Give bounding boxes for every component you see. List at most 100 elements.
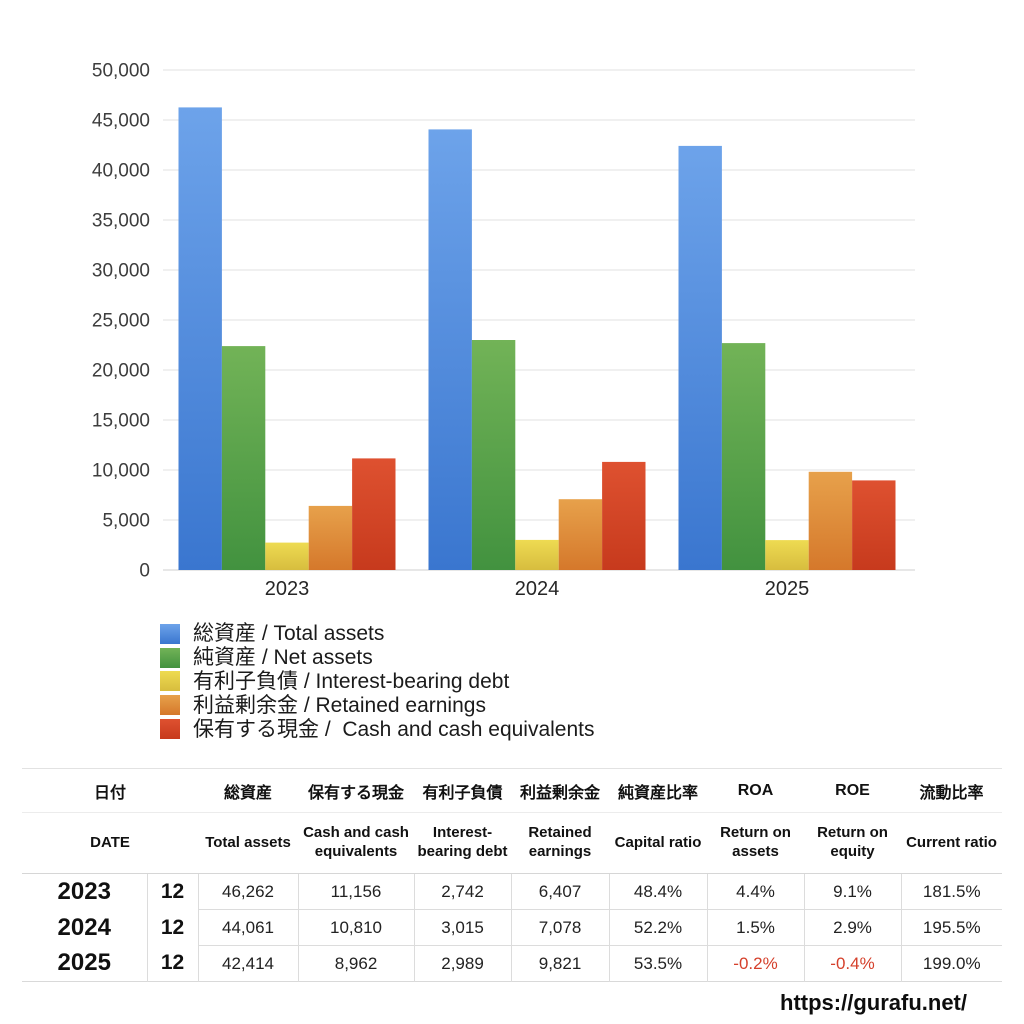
header-row-ja: 日付 総資産 保有する現金 有利子負債 利益剰余金 純資産比率 ROA ROE 流動比率	[22, 768, 1003, 813]
y-axis-tick-label: 45,000	[92, 111, 150, 132]
cell-retained: 6,407	[510, 873, 610, 910]
col-header-total-assets-en: Total assets	[198, 812, 299, 874]
cell-capital-ratio: 53.5%	[608, 945, 708, 982]
cell-total-assets: 46,262	[197, 873, 299, 910]
legend-swatch-retained-earnings	[160, 695, 180, 716]
cell-current-ratio: 199.0%	[900, 945, 1003, 982]
cell-month: 12	[146, 909, 199, 946]
legend-swatch-total-assets	[160, 623, 180, 644]
cell-debt: 3,015	[413, 909, 512, 946]
bar-interest-bearing-debt-2025	[765, 540, 809, 570]
header-row-en: DATE Total assets Cash and cash equivalent…	[22, 812, 1003, 874]
bar-total-assets-2023	[178, 107, 222, 571]
legend-item-net-assets: 純資産 / Net assets	[160, 646, 595, 670]
cell-total-assets: 44,061	[197, 909, 299, 946]
col-header-capital-ratio-en: Capital ratio	[609, 812, 708, 874]
col-header-total-assets-ja: 総資産	[198, 768, 299, 813]
cell-month: 12	[146, 873, 199, 910]
col-header-current-ratio-ja: 流動比率	[901, 768, 1003, 813]
cell-roa: 4.4%	[706, 873, 805, 910]
y-axis-tick-label: 0	[139, 561, 150, 582]
cell-month: 12	[146, 945, 199, 982]
legend-item-cash: 保有する現金 / Cash and cash equivalents	[160, 717, 595, 741]
cell-current-ratio: 195.5%	[900, 909, 1003, 946]
bar-net-assets-2023	[221, 346, 266, 570]
col-header-roe-ja: ROE	[804, 768, 902, 813]
cell-cash: 8,962	[297, 945, 415, 982]
legend-label-total-assets: 総資産 / Total assets	[193, 622, 385, 646]
bar-net-assets-2025	[721, 343, 766, 570]
cell-capital-ratio: 52.2%	[608, 909, 708, 946]
col-header-roa-en: Return on assets	[707, 812, 805, 874]
cell-year: 2025	[57, 949, 111, 977]
cell-roe: 9.1%	[803, 873, 902, 910]
y-axis-tick-label: 5,000	[102, 511, 150, 532]
x-axis-label-2025: 2025	[765, 578, 810, 600]
col-header-roe-en: Return on equity	[804, 812, 902, 874]
cell-year: 2024	[57, 913, 111, 941]
legend-item-total-assets: 総資産 / Total assets	[160, 622, 595, 646]
col-header-roa-ja: ROA	[707, 768, 805, 813]
cell-current-ratio: 181.5%	[900, 873, 1003, 910]
legend-label-cash: 保有する現金 / Cash and cash equivalents	[193, 717, 595, 741]
bar-interest-bearing-debt-2023	[265, 542, 309, 570]
bar-interest-bearing-debt-2024	[515, 539, 559, 570]
cell-retained: 7,078	[510, 909, 610, 946]
y-axis-tick-label: 25,000	[92, 311, 150, 332]
legend-item-interest-bearing-debt: 有利子負債 / Interest-bearing debt	[160, 670, 595, 694]
col-header-current-ratio-en: Current ratio	[901, 812, 1003, 874]
bar-cash-2024	[602, 461, 646, 570]
cell-roa: -0.2%	[706, 945, 805, 982]
chart-legend: 総資産 / Total assets 純資産 / Net assets 有利子負債 …	[160, 622, 595, 741]
cell-debt: 2,742	[413, 873, 512, 910]
legend-label-net-assets: 純資産 / Net assets	[193, 646, 373, 670]
legend-swatch-cash	[160, 719, 180, 740]
bar-total-assets-2024	[428, 129, 472, 570]
cell-cash: 10,810	[297, 909, 415, 946]
x-axis-label-2024: 2024	[515, 578, 560, 600]
col-header-debt-ja: 有利子負債	[414, 768, 512, 813]
col-header-date-en: DATE	[22, 812, 199, 874]
cell-retained: 9,821	[510, 945, 610, 982]
x-axis-label-2023: 2023	[265, 578, 310, 600]
col-header-debt-en: Interest-bearing debt	[414, 812, 512, 874]
col-header-date-ja: 日付	[22, 768, 199, 813]
legend-item-retained-earnings: 利益剰余金 / Retained earnings	[160, 693, 595, 717]
y-axis-tick-label: 15,000	[92, 411, 150, 432]
bar-chart: 0 5,000 10,000 15,000 20,000 25,000 30,000 35,0…	[92, 61, 915, 600]
y-axis-tick-label: 10,000	[92, 461, 150, 482]
bar-cash-2025	[852, 480, 896, 570]
y-axis-tick-label: 30,000	[92, 261, 150, 282]
cell-roa: 1.5%	[706, 909, 805, 946]
cell-cash: 11,156	[297, 873, 415, 910]
table-row-2023: 2023 12 46,262 11,156 2,742 6,407 48.4% 4.4% 9.1…	[22, 873, 1003, 910]
bar-total-assets-2025	[678, 145, 722, 570]
bar-cash-2023	[352, 458, 396, 570]
table-row-2025: 2025 12 42,414 8,962 2,989 9,821 53.5% -0.2% -0.…	[22, 945, 1003, 982]
bar-retained-earnings-2023	[308, 505, 353, 570]
col-header-capital-ratio-ja: 純資産比率	[609, 768, 708, 813]
y-axis-tick-label: 50,000	[92, 61, 150, 82]
cell-roe: -0.4%	[803, 945, 902, 982]
legend-swatch-net-assets	[160, 647, 180, 668]
cell-roe: 2.9%	[803, 909, 902, 946]
table-row-2024: 2024 12 44,061 10,810 3,015 7,078 52.2% 1.5% 2.9…	[22, 909, 1003, 946]
cell-total-assets: 42,414	[197, 945, 299, 982]
y-axis-tick-label: 40,000	[92, 161, 150, 182]
y-axis-tick-label: 35,000	[92, 211, 150, 232]
cell-capital-ratio: 48.4%	[608, 873, 708, 910]
legend-label-retained-earnings: 利益剰余金 / Retained earnings	[193, 693, 486, 717]
col-header-cash-en: Cash and cash equivalents	[298, 812, 415, 874]
y-axis-tick-label: 20,000	[92, 361, 150, 382]
financial-table-wrap: 日付 総資産 保有する現金 有利子負債 利益剰余金 純資産比率 ROA ROE 流動比率 DATE…	[22, 768, 1003, 982]
col-header-retained-ja: 利益剰余金	[511, 768, 610, 813]
bar-retained-earnings-2025	[808, 471, 853, 570]
bar-net-assets-2024	[471, 340, 516, 570]
financial-table: 日付 総資産 保有する現金 有利子負債 利益剰余金 純資産比率 ROA ROE 流動比率 DATE…	[22, 768, 1003, 982]
col-header-retained-en: Retained earnings	[511, 812, 610, 874]
cell-year: 2023	[57, 877, 111, 905]
cell-debt: 2,989	[413, 945, 512, 982]
legend-label-interest-bearing-debt: 有利子負債 / Interest-bearing debt	[193, 669, 510, 693]
col-header-cash-ja: 保有する現金	[298, 768, 415, 813]
